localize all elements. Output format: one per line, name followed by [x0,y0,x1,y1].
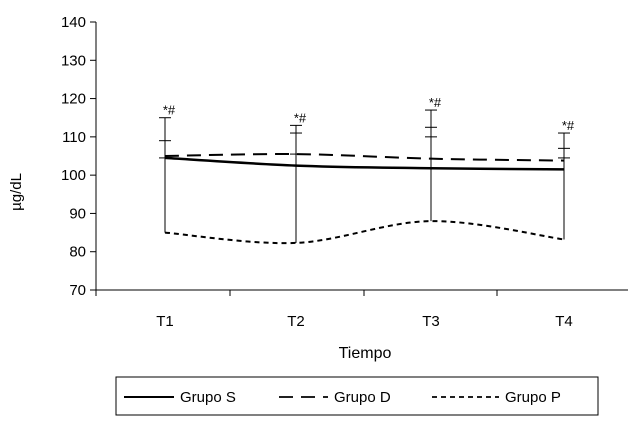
legend: Grupo S Grupo D Grupo P [115,376,599,416]
significance-annotation: *# [163,103,176,118]
x-tick-label: T1 [156,313,174,330]
series-line-grupo-d [164,153,565,162]
legend-label: Grupo P [505,389,561,406]
y-tick-label: 90 [69,205,86,222]
x-tick-label: T2 [287,313,305,330]
legend-box [115,376,599,416]
y-tick-label: 140 [61,14,86,31]
significance-annotation: *# [562,118,575,133]
y-tick-label: 100 [61,167,86,184]
axes: 70 80 90 100 110 120 130 140 T1 T2 T3 T4 [61,14,628,330]
y-tick-label: 120 [61,91,86,108]
series-line-grupo-s [164,156,565,171]
series-line-grupo-p [164,220,565,245]
y-tick-label: 80 [69,244,86,261]
x-tick-label: T3 [422,313,440,330]
legend-label: Grupo S [180,389,236,406]
series-lines [164,153,565,245]
error-bars [159,109,570,243]
significance-annotation: *# [429,95,442,110]
y-tick-label: 130 [61,52,86,69]
legend-label: Grupo D [334,389,391,406]
significance-annotation: *# [294,110,307,125]
x-axis-label: Tiempo [339,345,392,362]
y-tick-label: 70 [69,282,86,299]
y-axis-label: µg/dL [8,173,25,211]
y-tick-label: 110 [62,129,86,146]
x-tick-label: T4 [555,313,573,330]
annotations: *# *# *# *# [163,95,575,133]
